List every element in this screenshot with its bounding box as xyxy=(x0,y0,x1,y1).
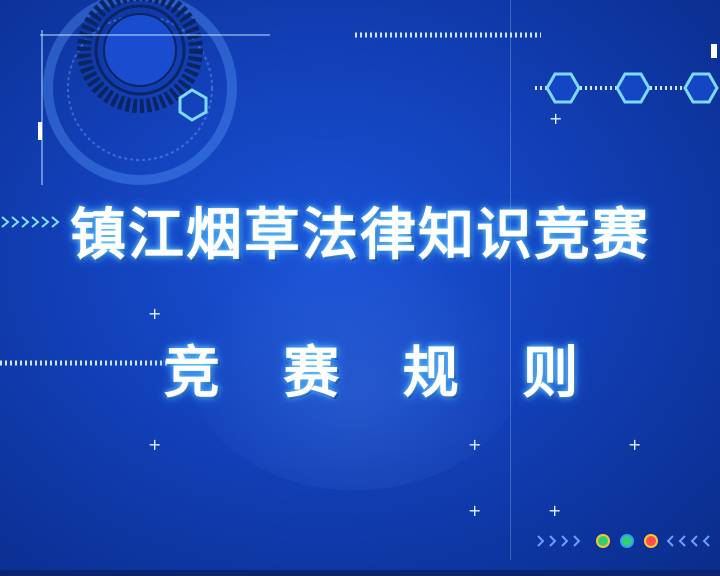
nav-dot-1[interactable] xyxy=(598,536,608,546)
plus-marker-5: + xyxy=(628,435,642,454)
nav-dot-3[interactable] xyxy=(646,536,656,546)
hexagon-row-decoration xyxy=(535,72,720,104)
right-guide-line xyxy=(510,0,511,560)
bottom-bar xyxy=(0,570,720,576)
plus-marker-1: + xyxy=(549,109,563,128)
top-dotted-strip xyxy=(355,32,541,38)
plus-marker-3: + xyxy=(148,435,162,454)
bottom-arrows-right xyxy=(666,535,710,547)
background-ghost-shape xyxy=(190,250,520,490)
left-arrow-decoration xyxy=(1,216,60,228)
plus-marker-2: + xyxy=(148,304,162,323)
plus-marker-4: + xyxy=(468,435,482,454)
right-edge-bar xyxy=(711,44,717,58)
left-dotted-strip xyxy=(0,360,206,366)
gear-circle-decoration xyxy=(38,0,270,185)
plus-marker-7: + xyxy=(548,501,562,520)
bottom-arrows-left xyxy=(537,535,581,547)
plus-marker-6: + xyxy=(468,501,482,520)
nav-dot-2[interactable] xyxy=(622,536,632,546)
slide-title: 镇江烟草法律知识竞赛 xyxy=(70,203,650,268)
slide-subtitle: 竞 赛 规 则 xyxy=(163,341,601,406)
